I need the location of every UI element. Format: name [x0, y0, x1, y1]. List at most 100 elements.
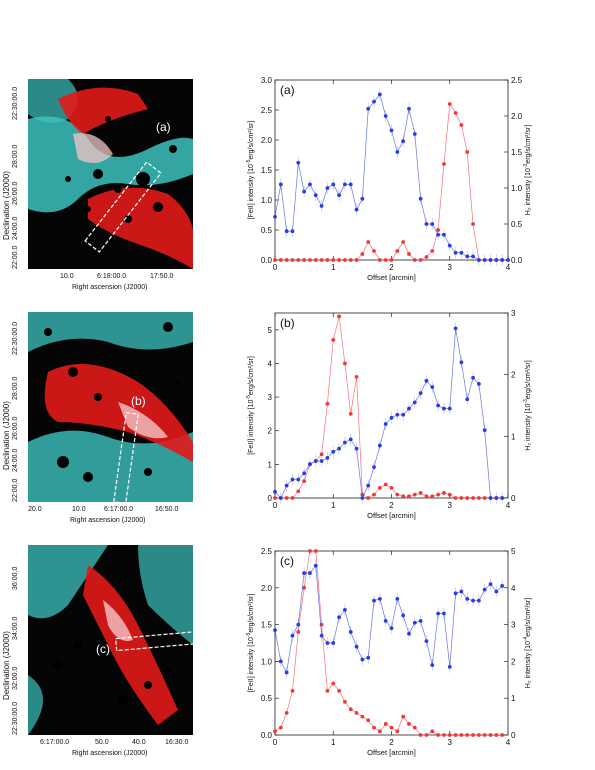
h2-point	[278, 182, 283, 187]
h2-point	[284, 483, 289, 488]
h2-point	[407, 106, 411, 111]
h2-point	[308, 571, 312, 575]
image-a-xtick: 17:50.0	[150, 273, 174, 280]
feii-point	[447, 733, 452, 737]
y-tick-label-left: 2.5	[261, 547, 273, 556]
feii-point	[296, 630, 301, 634]
feii-point	[302, 585, 307, 590]
feii-point	[325, 688, 330, 693]
image-b-xtick: 10.0	[72, 506, 86, 513]
h2-point	[319, 459, 324, 463]
y-tick-label-left: 0.5	[261, 694, 273, 703]
h2-point	[337, 615, 341, 620]
h2-point	[273, 214, 277, 219]
h2-point	[476, 382, 481, 386]
feii-point	[273, 729, 277, 734]
feii-point	[290, 258, 295, 262]
feii-point	[389, 725, 394, 730]
h2-point	[348, 630, 353, 634]
feii-point	[308, 258, 312, 262]
y-tick-label-right: 3	[511, 309, 516, 318]
feii-series-line	[274, 550, 503, 736]
h2-point	[331, 449, 336, 454]
feii-point	[436, 733, 440, 737]
feii-point	[372, 725, 376, 730]
feii-point	[476, 733, 481, 737]
feii-point	[290, 688, 295, 693]
feii-point	[354, 258, 359, 262]
feii-point	[418, 733, 423, 737]
h2-point	[284, 670, 289, 675]
y-tick-label-left: 3.0	[261, 76, 273, 85]
feii-point	[424, 733, 429, 737]
y-axis-label-right-text: H₂ intensity [10-4erg/s/cm²/sr]	[523, 598, 532, 688]
x-tick-label: 0	[273, 738, 278, 747]
h2-point	[313, 563, 318, 568]
image-panel-a: (a)	[28, 79, 193, 269]
feii-point	[372, 249, 376, 253]
y-axis-label-right: H₂ intensity [10-3erg/s/cm²/sr]	[523, 125, 532, 215]
feii-point	[465, 150, 470, 154]
y-tick-label-left: 0.0	[261, 731, 273, 740]
x-axis-label: Offset [arcmin]	[367, 273, 416, 282]
h2-point	[278, 496, 283, 500]
h2-point	[296, 622, 301, 627]
chart-panel-label: (b)	[280, 316, 295, 330]
h2-point	[354, 446, 359, 451]
feii-point	[465, 496, 470, 500]
h2-point	[372, 465, 376, 470]
x-tick-label: 1	[331, 738, 336, 747]
image-c-xtick: 50.0	[95, 739, 109, 746]
h2-point	[401, 139, 406, 144]
h2-point	[465, 397, 470, 402]
h2-point	[471, 254, 475, 259]
h2-point	[302, 189, 307, 194]
feii-point	[412, 258, 417, 262]
image-b-xtick: 20.0	[28, 506, 42, 513]
y-tick-label-left: 1.0	[261, 196, 273, 205]
h2-point	[488, 582, 493, 587]
image-c-xtick: 40.0	[132, 739, 146, 746]
feii-point	[284, 711, 289, 715]
h2-point	[412, 620, 417, 625]
feii-point	[500, 733, 505, 737]
h2-point	[383, 114, 388, 118]
h2-point	[447, 243, 452, 248]
h2-point	[407, 631, 411, 636]
h2-point	[383, 422, 388, 426]
h2-point	[442, 232, 446, 237]
panel-label-c: (c)	[96, 642, 110, 656]
image-a-xtick: 6:18:00.0	[97, 273, 127, 280]
h2-point	[494, 258, 499, 262]
h2-point	[412, 132, 417, 136]
feii-point	[348, 707, 353, 712]
h2-point	[482, 258, 487, 262]
h2-point	[377, 92, 382, 97]
feii-point	[343, 361, 347, 366]
y-tick-label-right: 3	[511, 621, 516, 630]
feii-point	[343, 699, 347, 704]
feii-point	[476, 496, 481, 500]
h2-point	[337, 446, 341, 451]
feii-point	[436, 492, 440, 497]
h2-point	[348, 437, 353, 442]
y-tick-label-right: 1	[511, 432, 516, 441]
h2-point	[360, 496, 365, 500]
y-tick-label-right: 2	[511, 371, 516, 380]
feii-point	[377, 258, 382, 262]
feii-point	[337, 314, 341, 319]
h2-point	[401, 412, 406, 417]
h2-point	[407, 406, 411, 411]
h2-point	[302, 571, 307, 575]
feii-point	[418, 258, 423, 262]
feii-point	[482, 733, 487, 737]
h2-point	[383, 619, 388, 623]
feii-point	[389, 486, 394, 490]
feii-point	[366, 718, 371, 723]
h2-point	[308, 182, 312, 187]
feii-point	[348, 412, 353, 416]
feii-point	[319, 258, 324, 262]
feii-point	[447, 102, 452, 106]
feii-point	[482, 496, 487, 500]
